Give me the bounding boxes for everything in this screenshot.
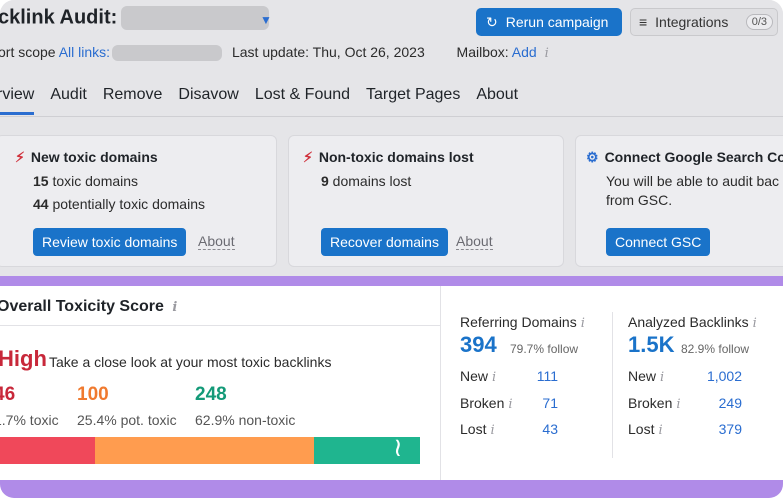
lightning-icon: ⚡︎ bbox=[15, 149, 25, 165]
gsc-description-line1: You will be able to audit bac bbox=[606, 173, 780, 189]
card-non-toxic-lost: ⚡︎ Non-toxic domains lost 9 domains lost … bbox=[288, 135, 564, 267]
tab-bar: rview Audit Remove Disavow Lost & Found … bbox=[0, 86, 518, 115]
info-icon: i bbox=[660, 370, 665, 385]
non-toxic-pct: 62.9% non-toxic bbox=[195, 412, 296, 428]
stats-divider bbox=[612, 312, 613, 458]
referring-follow: 79.7% follow bbox=[510, 342, 579, 356]
info-icon: i bbox=[676, 397, 681, 412]
non-toxic-count[interactable]: 248 bbox=[195, 384, 227, 405]
page-title: cklink Audit: bbox=[0, 6, 270, 30]
about-link[interactable]: About bbox=[198, 233, 235, 250]
gear-icon: ⚙ bbox=[586, 149, 599, 165]
pot-toxic-pct: 25.4% pot. toxic bbox=[77, 412, 177, 428]
potentially-toxic-line: 44 potentially toxic domains bbox=[33, 196, 205, 212]
domains-lost-line: 9 domains lost bbox=[321, 173, 412, 189]
refresh-icon: ↻ bbox=[486, 13, 498, 30]
referring-broken-value[interactable]: 71 bbox=[542, 395, 558, 411]
toxic-pct: 1.7% toxic bbox=[0, 412, 59, 428]
referring-domains-value[interactable]: 394 bbox=[460, 332, 497, 357]
tab-remove[interactable]: Remove bbox=[102, 86, 163, 103]
info-icon: i bbox=[508, 397, 513, 412]
backlinks-new-value[interactable]: 1,002 bbox=[706, 368, 742, 384]
info-icon[interactable]: i bbox=[580, 316, 585, 331]
tab-about[interactable]: About bbox=[476, 86, 519, 103]
bar-break-icon: ≀ bbox=[393, 433, 403, 463]
analyzed-backlinks-value[interactable]: 1.5K bbox=[628, 332, 675, 357]
card-new-toxic-domains: ⚡︎ New toxic domains 15 toxic domains 44 … bbox=[0, 135, 277, 267]
toxicity-divider bbox=[0, 325, 440, 326]
referring-new-value[interactable]: 111 bbox=[536, 368, 558, 384]
integrations-count-badge: 0/3 bbox=[745, 14, 773, 30]
tab-overview[interactable]: rview bbox=[0, 86, 35, 115]
info-icon: i bbox=[492, 370, 497, 385]
connect-gsc-button[interactable]: Connect GSC bbox=[606, 228, 711, 256]
backlinks-row-label: Lost i bbox=[628, 421, 663, 438]
redacted-scope bbox=[112, 45, 223, 62]
review-toxic-domains-button[interactable]: Review toxic domains bbox=[33, 228, 187, 256]
toxic-count[interactable]: 46 bbox=[0, 384, 16, 405]
integrations-button[interactable]: ≡ Integrations 0/3 bbox=[630, 8, 778, 36]
backlinks-row-label: New i bbox=[628, 368, 665, 385]
info-icon[interactable]: i bbox=[544, 46, 549, 61]
backlinks-broken-value[interactable]: 249 bbox=[718, 395, 742, 411]
tab-lost-found[interactable]: Lost & Found bbox=[254, 86, 351, 103]
lightning-icon: ⚡︎ bbox=[303, 149, 313, 165]
tab-divider bbox=[0, 116, 783, 117]
panel-divider bbox=[440, 286, 441, 480]
info-icon[interactable]: i bbox=[752, 316, 757, 331]
redacted-domain bbox=[121, 6, 270, 30]
last-update: Last update: Thu, Oct 26, 2023 bbox=[231, 44, 425, 60]
backlinks-follow: 82.9% follow bbox=[681, 342, 750, 356]
gsc-description-line2: from GSC. bbox=[606, 192, 673, 208]
info-icon[interactable]: i bbox=[172, 300, 178, 315]
chevron-down-icon[interactable]: ▼ bbox=[260, 13, 272, 27]
backlinks-row-label: Broken i bbox=[628, 395, 681, 412]
pot-toxic-count[interactable]: 100 bbox=[77, 384, 109, 405]
toxic-domains-line: 15 toxic domains bbox=[33, 173, 139, 189]
about-link[interactable]: About bbox=[456, 233, 493, 250]
tab-disavow[interactable]: Disavow bbox=[178, 86, 239, 103]
referring-domains-title: Referring Domains i bbox=[460, 314, 585, 331]
toxicity-bar-pot-toxic bbox=[95, 437, 314, 464]
toxicity-title: Overall Toxicity Score i bbox=[0, 298, 178, 315]
referring-row-label: New i bbox=[460, 368, 497, 385]
report-subheader: ort scope All links: Last update: Thu, O… bbox=[0, 44, 549, 62]
info-icon: i bbox=[658, 423, 663, 438]
all-links-link[interactable]: All links: bbox=[58, 44, 111, 60]
card-connect-gsc: ⚙ Connect Google Search Co You will be ab… bbox=[575, 135, 783, 267]
toxicity-level: High bbox=[0, 346, 47, 371]
toxicity-bar-toxic bbox=[0, 437, 96, 464]
tab-audit[interactable]: Audit bbox=[50, 86, 87, 103]
backlinks-lost-value[interactable]: 379 bbox=[718, 421, 742, 437]
toxicity-bar bbox=[0, 437, 420, 464]
mailbox-add-link[interactable]: Add bbox=[511, 44, 537, 60]
referring-lost-value[interactable]: 43 bbox=[542, 421, 558, 437]
referring-row-label: Lost i bbox=[460, 421, 495, 438]
tab-target-pages[interactable]: Target Pages bbox=[366, 86, 461, 103]
integrations-icon: ≡ bbox=[639, 14, 648, 30]
analyzed-backlinks-title: Analyzed Backlinks i bbox=[628, 314, 757, 331]
toxicity-bar-non-toxic bbox=[313, 437, 420, 464]
rerun-campaign-button[interactable]: ↻ Rerun campaign bbox=[476, 8, 622, 36]
recover-domains-button[interactable]: Recover domains bbox=[321, 228, 448, 256]
referring-row-label: Broken i bbox=[460, 395, 513, 412]
info-icon: i bbox=[490, 423, 495, 438]
toxicity-description: Take a close look at your most toxic bac… bbox=[49, 354, 332, 370]
